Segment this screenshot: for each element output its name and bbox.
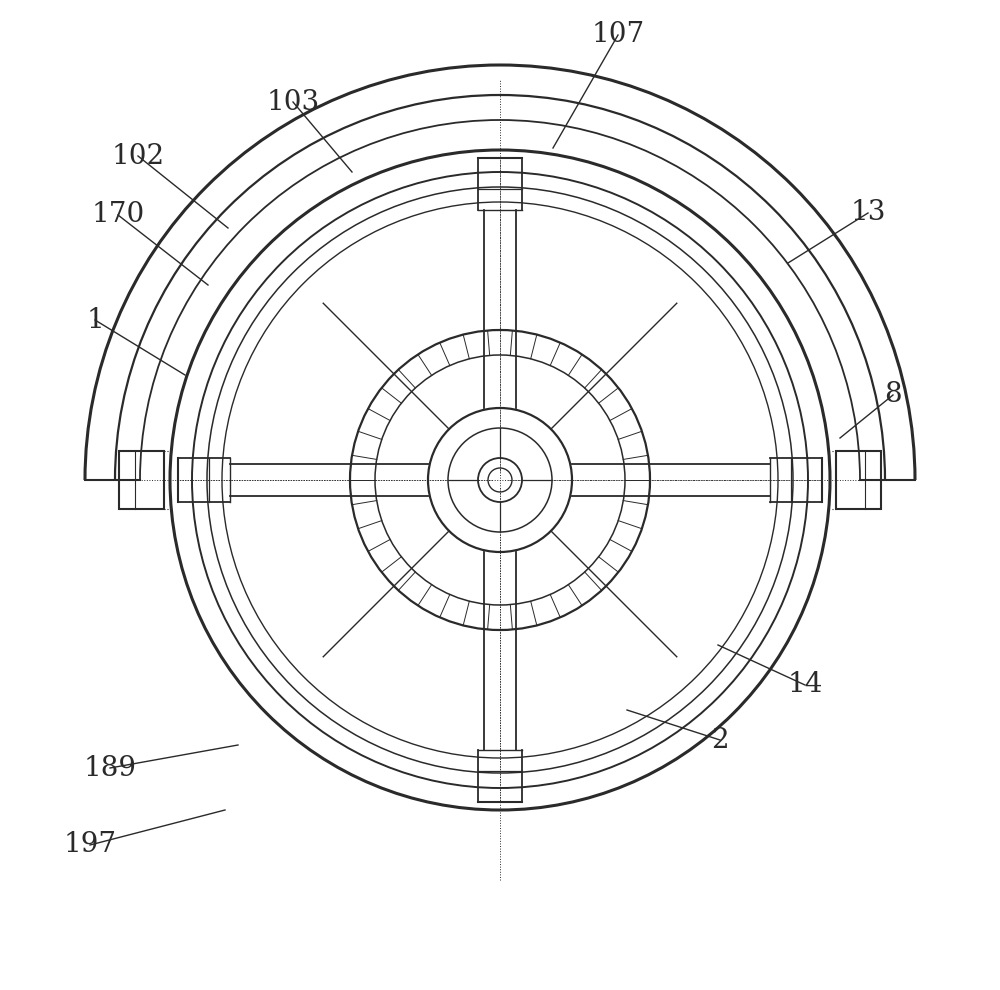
- Text: 8: 8: [884, 381, 902, 409]
- Text: 2: 2: [711, 727, 729, 753]
- Text: 1: 1: [86, 307, 104, 334]
- Text: 197: 197: [63, 832, 117, 858]
- Text: 103: 103: [266, 88, 320, 116]
- Text: 102: 102: [111, 143, 165, 169]
- Text: 14: 14: [787, 671, 823, 699]
- Text: 170: 170: [91, 202, 145, 229]
- Text: 13: 13: [850, 200, 886, 227]
- Text: 189: 189: [84, 754, 136, 781]
- Text: 107: 107: [591, 22, 645, 49]
